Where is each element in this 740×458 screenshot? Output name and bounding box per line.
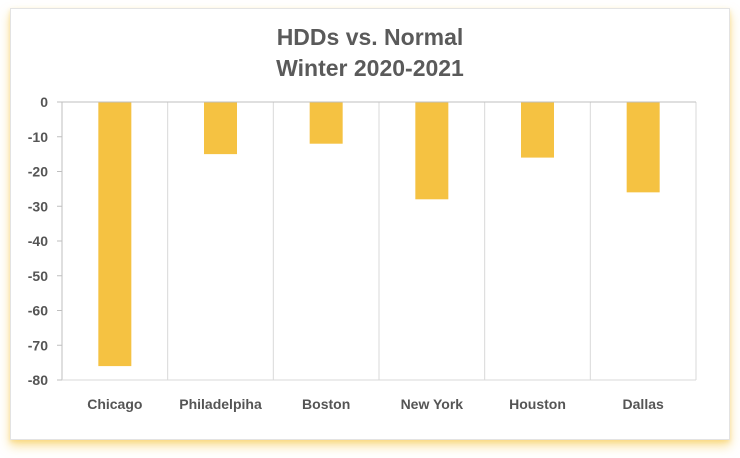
x-tick-label: New York — [401, 396, 464, 412]
x-tick-label: Dallas — [623, 396, 664, 412]
y-tick-label: -20 — [28, 164, 48, 180]
y-tick-label: -30 — [28, 198, 48, 214]
x-tick-label: Houston — [509, 396, 566, 412]
x-tick-labels: Chicago Philadelpiha Boston New York Houston… — [87, 396, 664, 412]
x-tick-label: Chicago — [87, 396, 142, 412]
bar-chicago — [98, 102, 132, 367]
chart-title-line-1: HDDs vs. Normal — [276, 24, 464, 50]
y-tick-label: -60 — [28, 303, 48, 319]
y-tick-label: -40 — [28, 233, 48, 249]
bar-philadelpiha — [204, 102, 237, 155]
y-tick-label: -10 — [28, 129, 48, 145]
x-tick-label: Boston — [302, 396, 350, 412]
bars — [98, 102, 660, 367]
x-tick-label: Philadelpiha — [179, 396, 262, 412]
bar-houston — [521, 102, 554, 158]
y-tick-label: -50 — [28, 268, 48, 284]
grid-lines — [167, 102, 697, 380]
bar-boston — [309, 102, 343, 144]
y-tick-label: -70 — [28, 337, 48, 353]
bar-dallas — [626, 102, 660, 193]
chart-title-line-2: Winter 2020-2021 — [276, 55, 464, 81]
bar-new-york — [415, 102, 449, 200]
y-tick-label: -80 — [28, 372, 48, 388]
chart-title: HDDs vs. Normal Winter 2020-2021 — [0, 22, 740, 84]
axes — [57, 101, 696, 381]
y-tick-labels: 0 -10 -20 -30 -40 -50 -60 -70 -80 — [28, 94, 48, 388]
y-tick-label: 0 — [40, 94, 48, 110]
